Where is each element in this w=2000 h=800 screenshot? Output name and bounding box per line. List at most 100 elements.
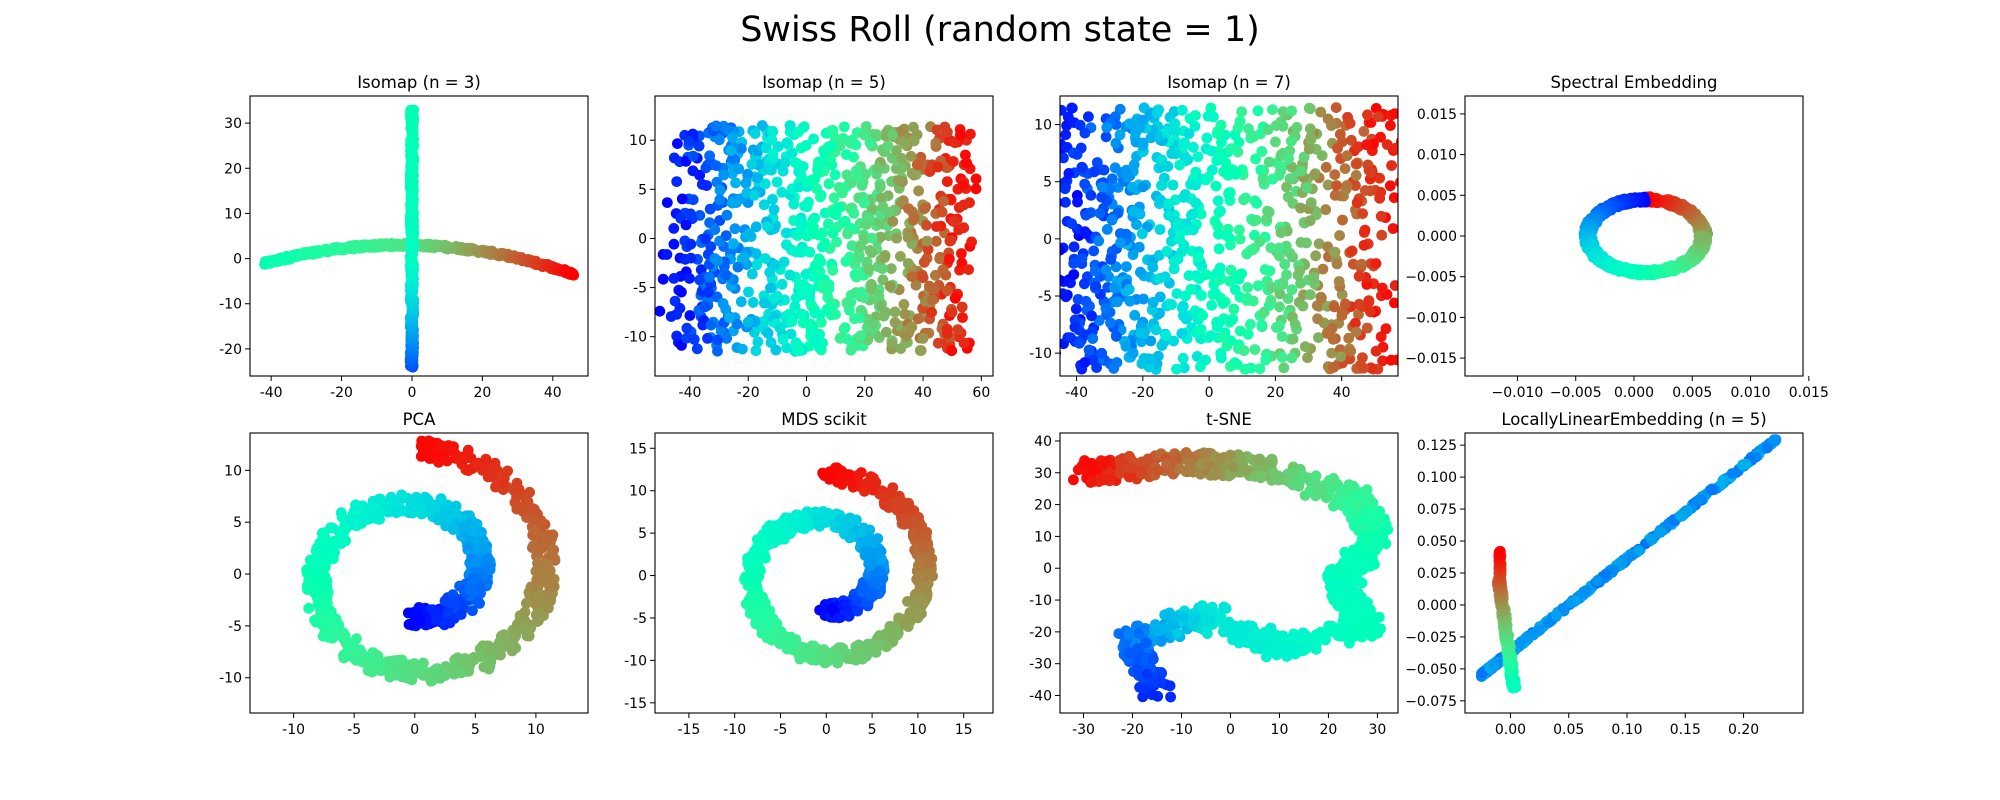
x-tick-label: 0 (802, 385, 811, 401)
scatter-point (1278, 362, 1290, 374)
scatter-point (909, 533, 921, 544)
scatter-point (452, 597, 463, 609)
scatter-point (911, 159, 923, 171)
scatter-point (1060, 197, 1063, 208)
scatter-point (838, 121, 850, 133)
scatter-point (1135, 327, 1147, 339)
scatter-point (1238, 345, 1250, 356)
scatter-point (1079, 178, 1091, 190)
scatter-point (545, 577, 557, 588)
scatter-point (819, 237, 831, 249)
scatter-point (1201, 132, 1213, 144)
scatter-point (1089, 265, 1101, 277)
scatter-point (1403, 153, 1414, 164)
scatter-point (1147, 261, 1159, 273)
scatter-point (1192, 251, 1204, 263)
scatter-point (1322, 179, 1334, 191)
axes-frame (249, 95, 589, 377)
scatter-point (866, 232, 878, 244)
scatter-point (1060, 129, 1072, 141)
scatter-point (1228, 303, 1240, 315)
y-tick-label: -20 (219, 342, 242, 358)
scatter-point (1066, 102, 1078, 114)
scatter-point (1184, 113, 1196, 124)
scatter-point (1136, 228, 1148, 240)
scatter-point (1060, 104, 1067, 116)
scatter-point (1114, 129, 1126, 141)
scatter-point (863, 263, 875, 275)
scatter-point (335, 507, 347, 519)
scatter-point (1230, 284, 1241, 296)
scatter-point (1359, 185, 1371, 196)
scatter-point (768, 204, 780, 215)
scatter-point (1100, 131, 1112, 143)
scatter-point (801, 230, 813, 242)
scatter-point (808, 133, 819, 145)
y-tick-label: -5 (1038, 289, 1052, 305)
scatter-point (1110, 330, 1122, 342)
scatter-point (1339, 163, 1351, 175)
scatter-point (752, 172, 764, 184)
scatter-point (1353, 309, 1364, 320)
scatter-point (425, 675, 437, 687)
scatter-point (771, 290, 783, 302)
scatter-point (657, 273, 669, 285)
scatter-point (921, 235, 933, 247)
scatter-point (814, 266, 826, 277)
scatter-point (661, 249, 673, 260)
scatter-point (781, 342, 792, 354)
scatter-point (528, 512, 540, 524)
scatter-point (1086, 310, 1097, 322)
scatter-point (1176, 104, 1188, 116)
scatter-points (655, 120, 982, 357)
scatter-point (1277, 277, 1289, 289)
scatter-point (746, 158, 758, 170)
x-tick-label: -20 (330, 385, 353, 401)
scatter-point (655, 305, 666, 317)
scatter-point (1145, 335, 1157, 347)
scatter-point (746, 268, 758, 280)
scatter-point (887, 482, 899, 493)
scatter-point (668, 152, 680, 164)
scatter-point (1069, 321, 1081, 333)
scatter-point (477, 570, 488, 582)
scatter-point (1241, 295, 1253, 306)
scatter-point (1185, 283, 1197, 295)
scatter-point (1385, 120, 1396, 131)
scatter-point (1276, 331, 1288, 342)
scatter-point (1079, 278, 1090, 290)
scatter-point (455, 667, 467, 679)
scatter-point (729, 223, 741, 235)
scatter-point (740, 177, 752, 189)
scatter-point (668, 273, 680, 284)
scatter-point (688, 334, 700, 345)
scatter-point (1397, 180, 1398, 187)
scatter-point (458, 520, 470, 532)
scatter-point (1275, 227, 1287, 239)
scatter-point (855, 330, 867, 342)
axes-frame (654, 95, 994, 377)
scatter-point (804, 246, 816, 258)
scatter-point (784, 120, 796, 131)
scatter-point (503, 638, 514, 650)
x-tick-label: 0 (1205, 385, 1214, 401)
scatter-point (917, 272, 929, 284)
scatter-point (759, 178, 771, 190)
scatter-point (813, 253, 825, 265)
scatter-point (1047, 263, 1058, 274)
scatter-point (1127, 249, 1139, 261)
scatter-point (898, 299, 910, 310)
scatter-point (671, 176, 683, 188)
scatter-point (1231, 359, 1243, 370)
x-tick-label: -20 (737, 385, 760, 401)
x-tick-label: -40 (260, 385, 283, 401)
scatter-point (742, 168, 754, 180)
scatter-point (681, 322, 693, 334)
scatter-point (1375, 210, 1387, 222)
scatter-point (725, 145, 737, 157)
scatter-point (1374, 172, 1385, 184)
y-tick-label: 0 (233, 252, 242, 268)
scatter-point (1294, 265, 1306, 276)
scatter-point (1361, 322, 1373, 334)
scatter-point (318, 546, 330, 558)
